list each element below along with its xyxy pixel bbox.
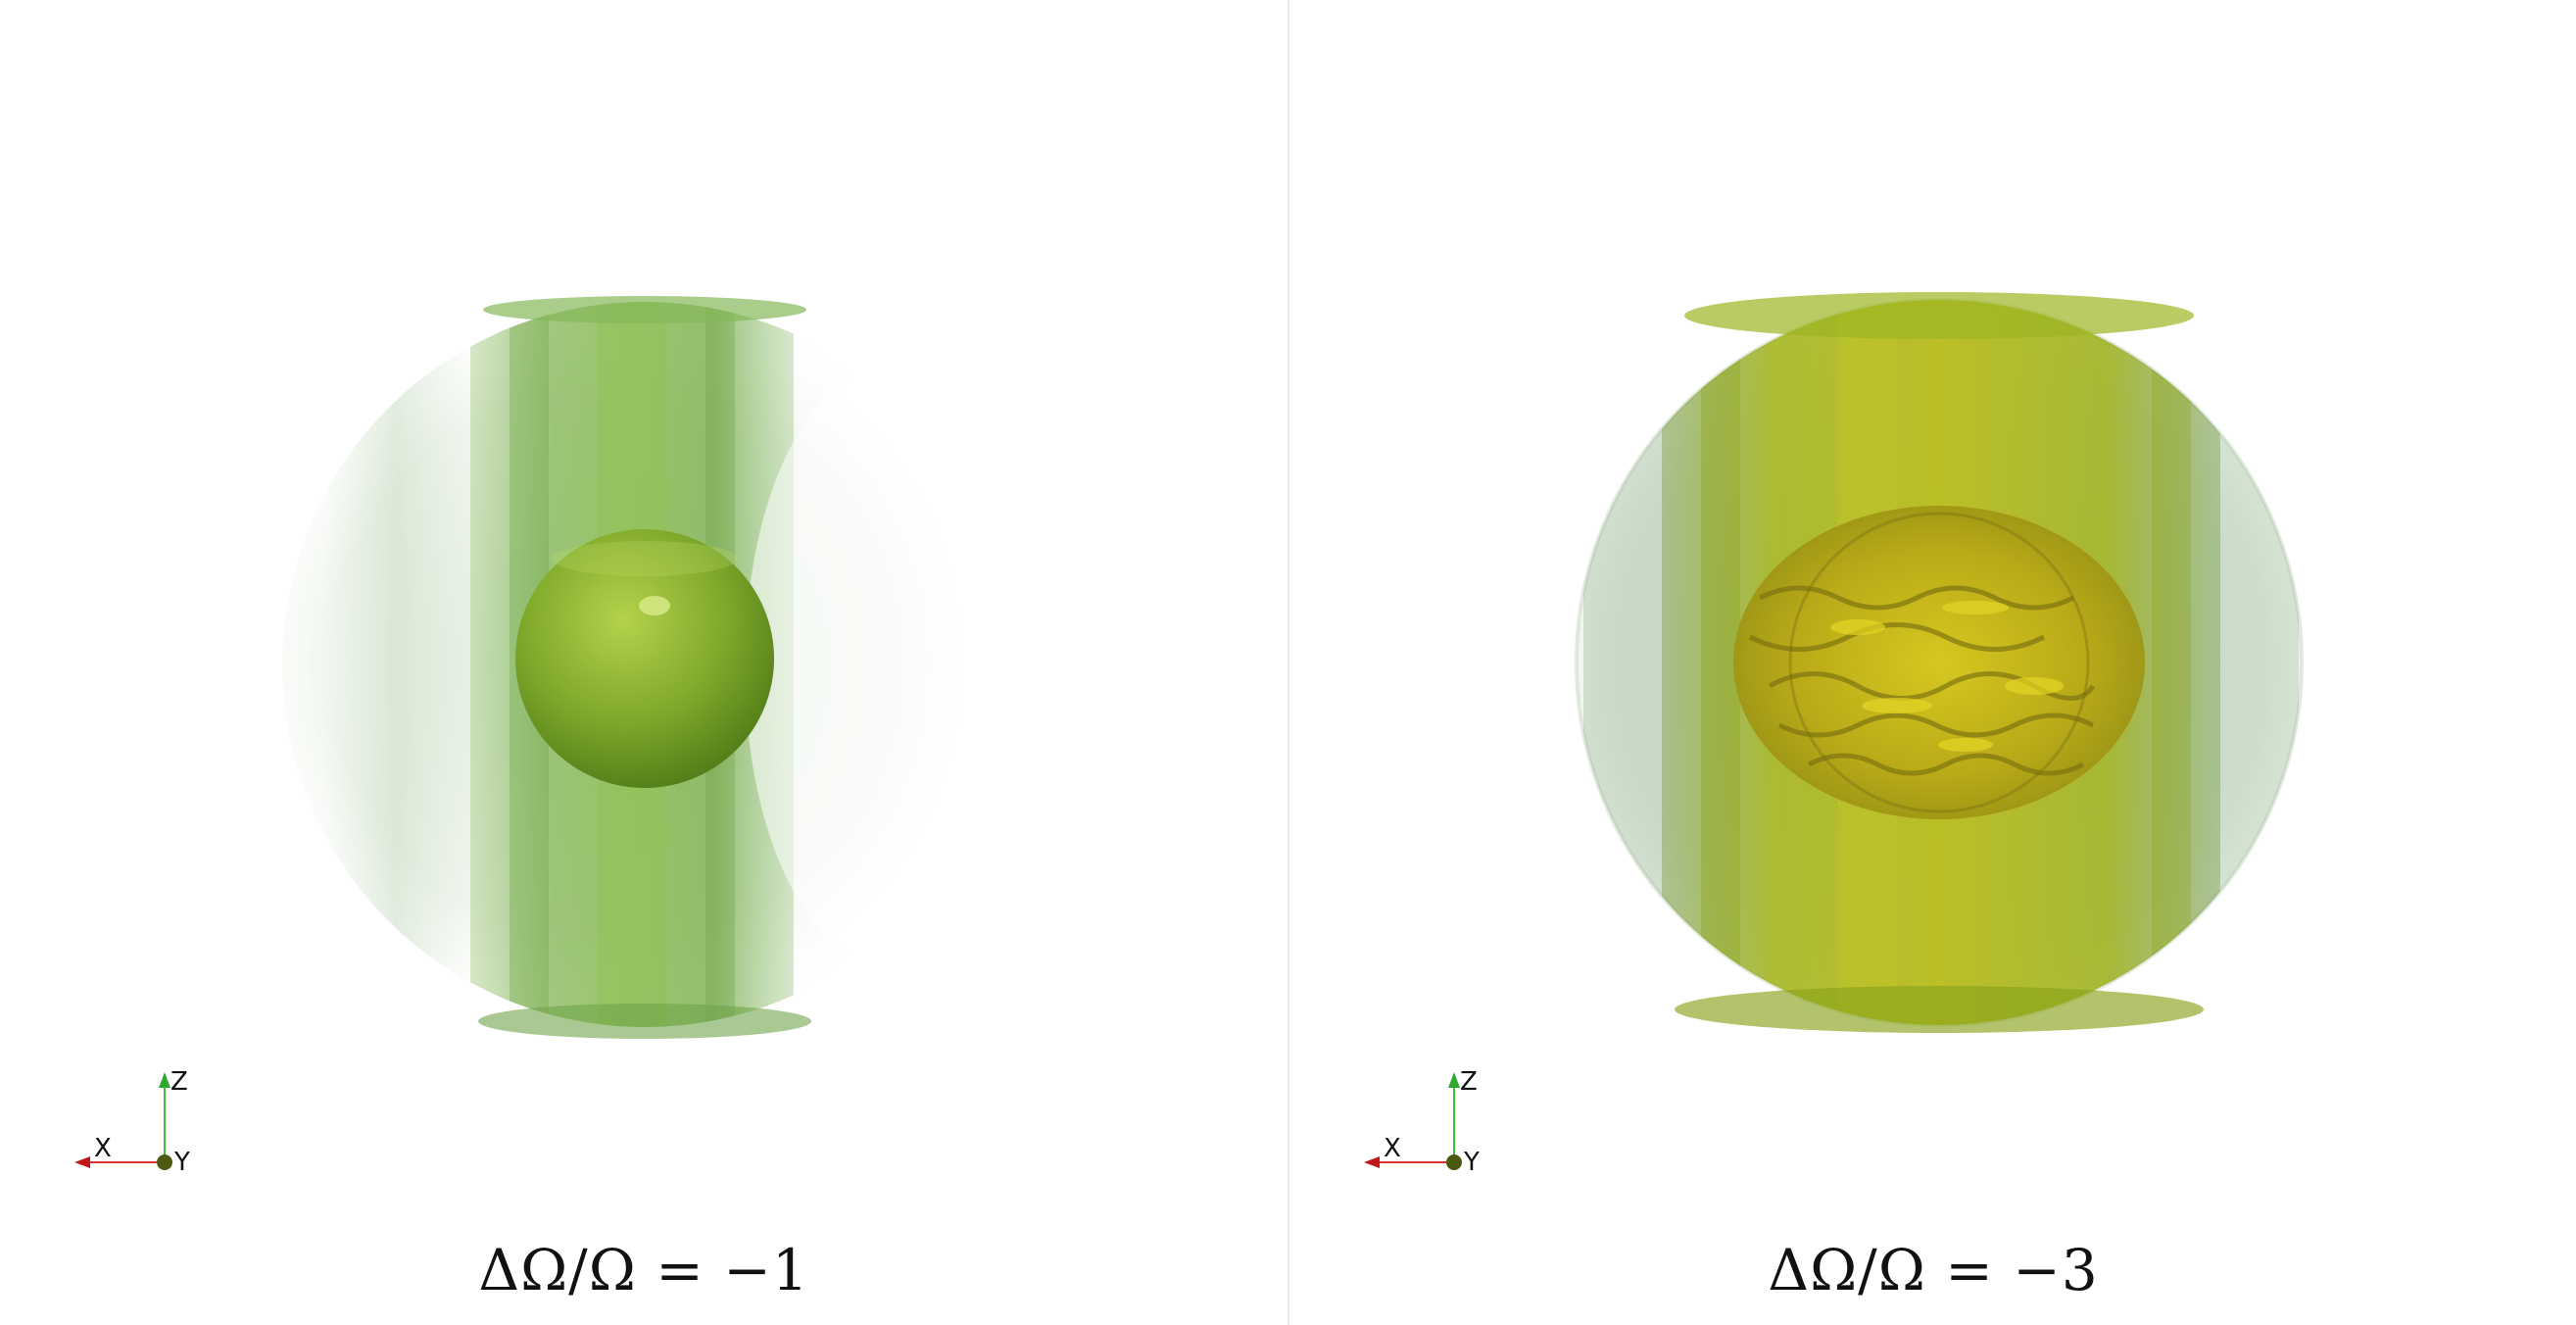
y-axis-dot — [1446, 1154, 1462, 1170]
y-axis-dot — [157, 1154, 172, 1170]
axes-triad-right: Z X Y — [1364, 1067, 1480, 1176]
axes-triad-left: Z X Y — [74, 1067, 190, 1176]
x-axis-label: X — [1384, 1134, 1401, 1163]
volume-render-right — [1575, 292, 2304, 1033]
x-axis-arrow — [74, 1156, 90, 1168]
x-axis-label: X — [94, 1134, 112, 1163]
panel-right: Z X Y ΔΩ/Ω = −3 — [1289, 0, 2576, 1325]
x-axis-arrow — [1364, 1156, 1380, 1168]
y-axis-label: Y — [173, 1148, 190, 1176]
panel-divider — [1288, 0, 1289, 1325]
z-axis-arrow — [159, 1072, 170, 1088]
z-axis-label: Z — [1460, 1067, 1478, 1097]
caption-right: ΔΩ/Ω = −3 — [1768, 1237, 2099, 1303]
z-axis-arrow — [1448, 1072, 1460, 1088]
volume-render-left — [282, 296, 1007, 1039]
panel-left: Z X Y ΔΩ/Ω = −1 — [74, 296, 1007, 1303]
caption-left: ΔΩ/Ω = −1 — [478, 1237, 809, 1303]
y-axis-label: Y — [1463, 1148, 1480, 1176]
z-axis-label: Z — [170, 1067, 188, 1097]
